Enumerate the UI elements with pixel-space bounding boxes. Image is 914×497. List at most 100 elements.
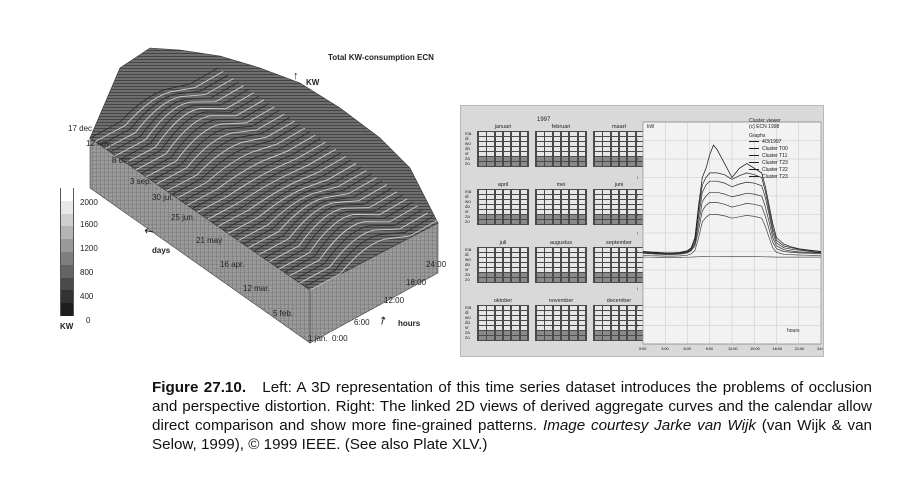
calendar-day-cell xyxy=(503,248,511,252)
date-label-1: 12 nov. xyxy=(86,139,112,148)
surface-ridge xyxy=(146,106,275,178)
legend-swatch xyxy=(60,226,74,240)
hour-label-0: 0:00 xyxy=(332,334,348,343)
calendar-day-cell xyxy=(570,336,577,340)
calendar-day-cell xyxy=(570,142,577,146)
surface-ridge xyxy=(115,85,244,157)
calendar-day-cell xyxy=(570,147,577,151)
calendar-day-cell xyxy=(570,263,577,267)
legend-swatch xyxy=(60,277,74,291)
calendar-day-cell xyxy=(578,326,585,330)
calendar-day-cell xyxy=(570,268,577,272)
calendar-day-cell xyxy=(537,132,544,136)
surface-ridge xyxy=(151,110,280,181)
calendar-day-cell xyxy=(578,162,585,166)
calendar-month: januari xyxy=(477,124,529,167)
calendar-day-cell xyxy=(495,157,503,161)
calendar-day-cell xyxy=(578,273,585,277)
calendar-day-cell xyxy=(520,210,527,214)
calendar-day-cell xyxy=(578,157,585,161)
line-swatch-icon xyxy=(749,176,759,178)
calendar-day-cell xyxy=(619,336,627,340)
calendar-day-cell xyxy=(495,253,503,257)
calendar-day-cell xyxy=(495,263,503,267)
calendar-day-cell xyxy=(595,278,602,282)
calendar-day-cell xyxy=(636,137,643,141)
calendar-day-cell xyxy=(578,311,585,315)
calendar-day-cell xyxy=(487,248,494,252)
calendar-day-cell xyxy=(495,200,503,204)
calendar-day-cell xyxy=(570,326,577,330)
calendar-day-cell xyxy=(595,157,602,161)
calendar-day-cell xyxy=(495,258,503,262)
legend-value-3: 800 xyxy=(80,268,94,277)
calendar-day-cell xyxy=(603,220,610,224)
3d-surface-plot xyxy=(89,47,439,344)
calendar-day-cell xyxy=(603,321,610,325)
calendar-day-cell xyxy=(487,316,494,320)
up-arrow-icon: ↑ xyxy=(293,70,299,82)
calendar-month: april xyxy=(477,182,529,225)
cluster-viewer-entry: Cluster T00 xyxy=(749,146,819,153)
calendar-day-cell xyxy=(595,331,602,335)
calendar-day-cell xyxy=(595,321,602,325)
legend-swatch xyxy=(60,188,74,201)
calendar-weekday-label: do xyxy=(465,204,471,209)
calendar-weekday-label: ma xyxy=(465,131,472,136)
calendar-day-cell xyxy=(495,195,503,199)
calendar-weekday-label: zo xyxy=(465,219,470,224)
calendar-day-cell xyxy=(537,200,544,204)
calendar-weekday-label: vr xyxy=(465,209,469,214)
legend-value-0: 2000 xyxy=(80,198,98,207)
surface-ridge xyxy=(176,127,306,199)
calendar-day-cell xyxy=(619,263,627,267)
date-label-8: 12 mar. xyxy=(243,284,270,293)
calendar-day-cell xyxy=(520,132,527,136)
cluster-viewer-graphs-label: Graphs xyxy=(749,133,766,139)
calendar-day-cell xyxy=(578,336,585,340)
calendar-month-grid xyxy=(535,247,587,283)
calendar-day-cell xyxy=(578,278,585,282)
calendar-day-cell xyxy=(553,132,561,136)
figure-caption: Figure 27.10. Left: A 3D representation … xyxy=(152,378,872,454)
calendar-day-cell xyxy=(570,311,577,315)
surface-ridge xyxy=(304,216,434,287)
calendar-day-cell xyxy=(487,253,494,257)
chart-x-tick-labels: 0:00 3:00 6:00 9:00 12:00 15:00 18:00 21:00 24:0… xyxy=(639,347,823,351)
calendar-day-cell xyxy=(561,152,569,156)
calendar-day-cell xyxy=(561,147,569,151)
calendar-weekday-label: wo xyxy=(465,141,471,146)
chart-series-line xyxy=(642,255,821,258)
calendar-day-cell xyxy=(595,132,602,136)
calendar-day-cell xyxy=(619,210,627,214)
chart-series-line xyxy=(642,191,821,255)
calendar-day-cell xyxy=(595,336,602,340)
calendar-day-cell xyxy=(628,162,635,166)
calendar-day-cell xyxy=(479,331,486,335)
calendar-day-cell xyxy=(479,152,486,156)
calendar-month-grid xyxy=(593,305,645,341)
calendar-month-grid xyxy=(535,189,587,225)
calendar-day-cell xyxy=(545,326,552,330)
calendar-day-cell xyxy=(553,210,561,214)
calendar-day-cell xyxy=(578,306,585,310)
calendar-day-cell xyxy=(487,273,494,277)
calendar-day-cell xyxy=(495,311,503,315)
calendar-day-cell xyxy=(495,132,503,136)
chart-series-line xyxy=(642,172,822,254)
calendar-day-cell xyxy=(495,152,503,156)
calendar-day-cell xyxy=(628,331,635,335)
calendar-day-cell xyxy=(512,215,519,219)
calendar-day-cell xyxy=(545,215,552,219)
surface-ridge xyxy=(125,92,255,164)
calendar-day-cell xyxy=(603,336,610,340)
calendar-weekday-label: za xyxy=(465,214,470,219)
calendar-day-cell xyxy=(628,205,635,209)
calendar-month: juli xyxy=(477,240,529,283)
calendar-day-cell xyxy=(578,205,585,209)
date-label-5: 25 jun. xyxy=(171,213,196,222)
calendar-day-cell xyxy=(578,316,585,320)
calendar-day-cell xyxy=(537,190,544,194)
calendar-day-cell xyxy=(545,273,552,277)
calendar-day-cell xyxy=(619,311,627,315)
